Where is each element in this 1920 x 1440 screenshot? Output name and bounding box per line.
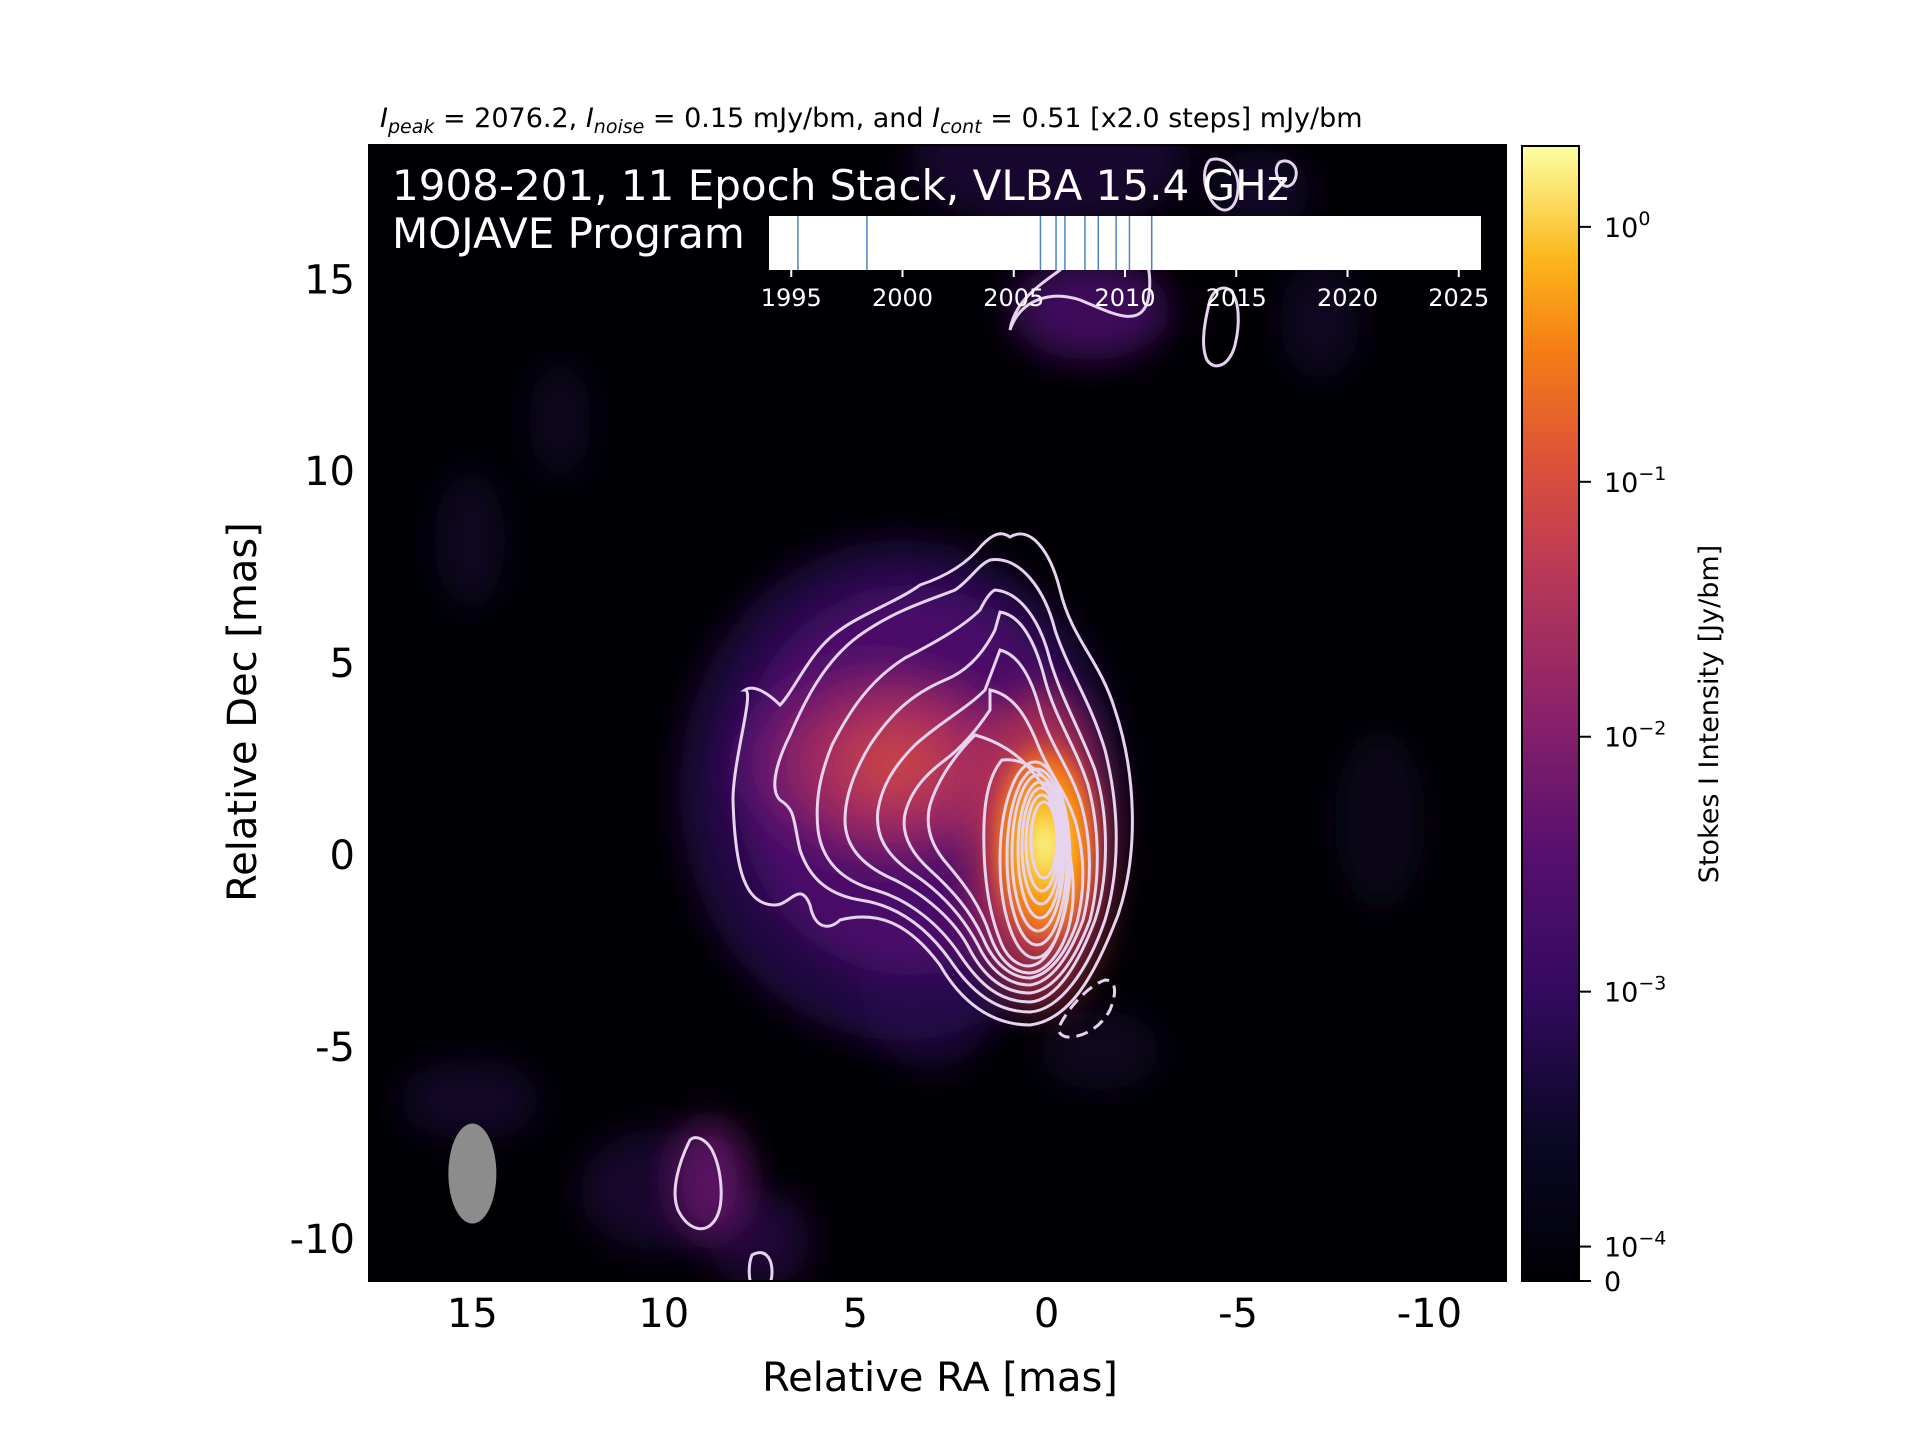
timeline-tick-label: 2025 <box>1428 284 1489 312</box>
source-label: 1908-201, 11 Epoch Stack, VLBA 15.4 GHz <box>392 161 1289 210</box>
timeline-tick-label: 2005 <box>983 284 1044 312</box>
x-tick-label: -10 <box>1397 1291 1462 1337</box>
colorbar-tick-label: 100 <box>1604 208 1650 244</box>
y-tick-label: 10 <box>304 449 355 495</box>
plot-frame <box>368 144 1507 1282</box>
colorbar: 100 10−1 10−2 10−3 10−40 Stokes I Intensity … <box>1521 145 1725 1298</box>
contour-2 <box>773 558 1118 1014</box>
colorbar-frame <box>1521 145 1580 1282</box>
y-tick-label: -10 <box>290 1217 355 1263</box>
contour-5 <box>875 648 1091 987</box>
contour-outer <box>731 532 1134 1027</box>
timeline-tick-label: 2010 <box>1094 284 1155 312</box>
x-tick-label: 5 <box>842 1291 867 1337</box>
y-tick-label: 0 <box>330 833 355 879</box>
contour-north-small <box>1274 159 1298 188</box>
x-tick-label: 0 <box>1034 1291 1059 1337</box>
y-tick-label: 15 <box>304 257 355 303</box>
contour-13 <box>1020 786 1062 906</box>
axis-ticks: 15 10 5 0 -5 -10 15 10 5 0 -5 -10 <box>290 257 1462 1337</box>
x-tick-label: 10 <box>638 1291 689 1337</box>
beam-ellipse <box>448 1123 497 1224</box>
y-axis-title: Relative Dec [mas] <box>220 522 266 902</box>
contour-negative <box>1057 978 1117 1039</box>
contour-15 <box>1029 800 1059 880</box>
figure-title: Ipeak = 2076.2, Inoise = 0.15 mJy/bm, an… <box>380 103 1363 138</box>
colorbar-tick-label: 0 <box>1604 1267 1621 1298</box>
contour-10 <box>1005 767 1069 947</box>
contour-sw-small <box>747 1251 774 1281</box>
contour-ne-loop <box>1202 286 1240 368</box>
timeline-tick-label: 1995 <box>761 284 822 312</box>
contour-north-ring <box>1203 157 1240 212</box>
image-panel: 1908-201, 11 Epoch Stack, VLBA 15.4 GHz … <box>369 145 1506 1281</box>
colorbar-title: Stokes I Intensity [Jy/bm] <box>1694 545 1725 883</box>
y-tick-label: -5 <box>315 1025 355 1071</box>
epoch-timeline: 1995 2000 2005 2010 2015 2020 2025 <box>761 216 1489 312</box>
timeline-tick-label: 2015 <box>1206 284 1267 312</box>
x-tick-label: 15 <box>447 1291 498 1337</box>
y-tick-label: 5 <box>330 641 355 687</box>
timeline-tick-label: 2020 <box>1317 284 1378 312</box>
timeline-tick-label: 2000 <box>872 284 933 312</box>
colorbar-tick-label: 10−2 <box>1604 718 1666 754</box>
contour-sw-blob <box>673 1136 723 1231</box>
contour-4 <box>843 610 1099 995</box>
colorbar-gradient <box>1522 146 1579 1281</box>
contour-3 <box>815 588 1107 1004</box>
colorbar-tick-label: 10−3 <box>1604 973 1666 1009</box>
contour-9 <box>998 760 1072 960</box>
x-axis-title: Relative RA [mas] <box>762 1355 1118 1401</box>
contours <box>673 157 1298 1281</box>
colorbar-tick-label: 10−4 <box>1604 1228 1666 1264</box>
x-tick-label: -5 <box>1218 1291 1258 1337</box>
contour-12 <box>1016 780 1064 920</box>
colorbar-tick-label: 10−1 <box>1604 463 1666 499</box>
program-label: MOJAVE Program <box>392 209 745 258</box>
timeline-box <box>769 216 1481 270</box>
contour-11 <box>1010 773 1066 933</box>
